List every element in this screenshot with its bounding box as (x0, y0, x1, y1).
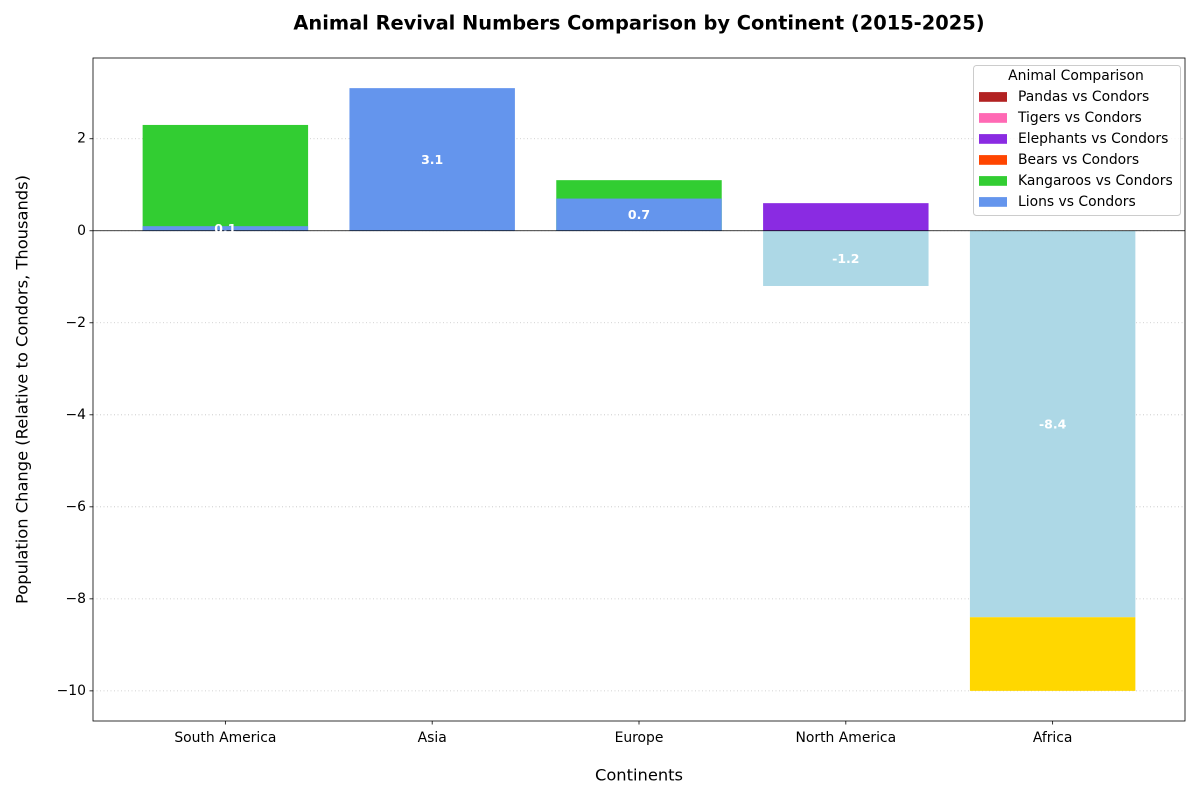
legend-swatch (979, 155, 1007, 165)
legend-swatch (979, 134, 1007, 144)
bar-lions-vs-condors-south-america (142, 226, 309, 231)
legend-entry-pandas-vs-condors: Pandas vs Condors (979, 89, 1149, 105)
legend-entry-elephants-vs-condors: Elephants vs Condors (979, 131, 1168, 147)
y-axis-label: Population Change (Relative to Condors, … (13, 175, 32, 604)
bar-unlabeled-series-6-north-america (763, 230, 929, 286)
y-tick-label: −8 (66, 591, 86, 607)
data-label-north-america: -1.2 (832, 251, 859, 266)
legend-label: Lions vs Condors (1018, 194, 1136, 210)
legend-label: Elephants vs Condors (1018, 131, 1168, 147)
bar-kangaroos-vs-condors-south-america (142, 124, 309, 231)
bar-lions-vs-condors-asia (349, 88, 515, 231)
x-tick-label-africa: Africa (1033, 730, 1073, 746)
bars (142, 88, 1136, 691)
bar-elephants-vs-condors-north-america (763, 203, 929, 231)
legend-swatch (979, 197, 1007, 207)
bar-unlabeled-series-6-africa (969, 230, 1136, 618)
y-axis: 2 0 −2 −4 −6 −8 −10 (57, 131, 93, 699)
legend-frame (973, 65, 1181, 216)
data-label-africa: -8.4 (1039, 417, 1067, 432)
x-tick-label-asia: Asia (418, 730, 447, 746)
x-tick-label-south-america: South America (174, 730, 276, 746)
data-label-south-america: 0.1 (214, 221, 236, 236)
legend-entries: Pandas vs Condors Tigers vs Condors Elepha… (979, 89, 1173, 210)
y-tick-label: −6 (66, 499, 86, 515)
y-tick-label: 2 (77, 131, 86, 147)
legend-label: Tigers vs Condors (1017, 110, 1142, 126)
x-tick-label-north-america: North America (796, 730, 897, 746)
data-label-asia: 3.1 (421, 152, 443, 167)
chart-title: Animal Revival Numbers Comparison by Con… (293, 12, 984, 35)
legend-swatch (979, 92, 1007, 102)
legend-entry-kangaroos-vs-condors: Kangaroos vs Condors (979, 173, 1173, 189)
legend-entry-tigers-vs-condors: Tigers vs Condors (979, 110, 1142, 126)
legend-entry-lions-vs-condors: Lions vs Condors (979, 194, 1136, 210)
legend-label: Kangaroos vs Condors (1018, 173, 1173, 189)
legend-swatch (979, 176, 1007, 186)
data-label-europe: 0.7 (628, 207, 650, 222)
legend-title: Animal Comparison (1008, 68, 1144, 84)
legend-entry-bears-vs-condors: Bears vs Condors (979, 152, 1139, 168)
y-tick-label: −10 (57, 683, 86, 699)
data-labels: 0.1 3.1 0.7 -1.2 -8.4 (214, 152, 1066, 432)
y-tick-label: 0 (77, 223, 86, 239)
x-tick-label-europe: Europe (615, 730, 664, 746)
legend-label: Pandas vs Condors (1018, 89, 1149, 105)
legend-swatch (979, 113, 1007, 123)
y-tick-label: −4 (66, 407, 87, 423)
legend-label: Bears vs Condors (1018, 152, 1139, 168)
y-tick-label: −2 (66, 315, 86, 331)
x-axis-label: Continents (595, 766, 683, 785)
bar-lions-vs-condors-europe (556, 198, 722, 231)
legend: Animal Comparison Pandas vs Condors Tiger… (973, 65, 1181, 216)
bar-unlabeled-series-7-africa (969, 617, 1136, 691)
x-axis: South America Asia Europe North America Afri… (174, 721, 1072, 746)
